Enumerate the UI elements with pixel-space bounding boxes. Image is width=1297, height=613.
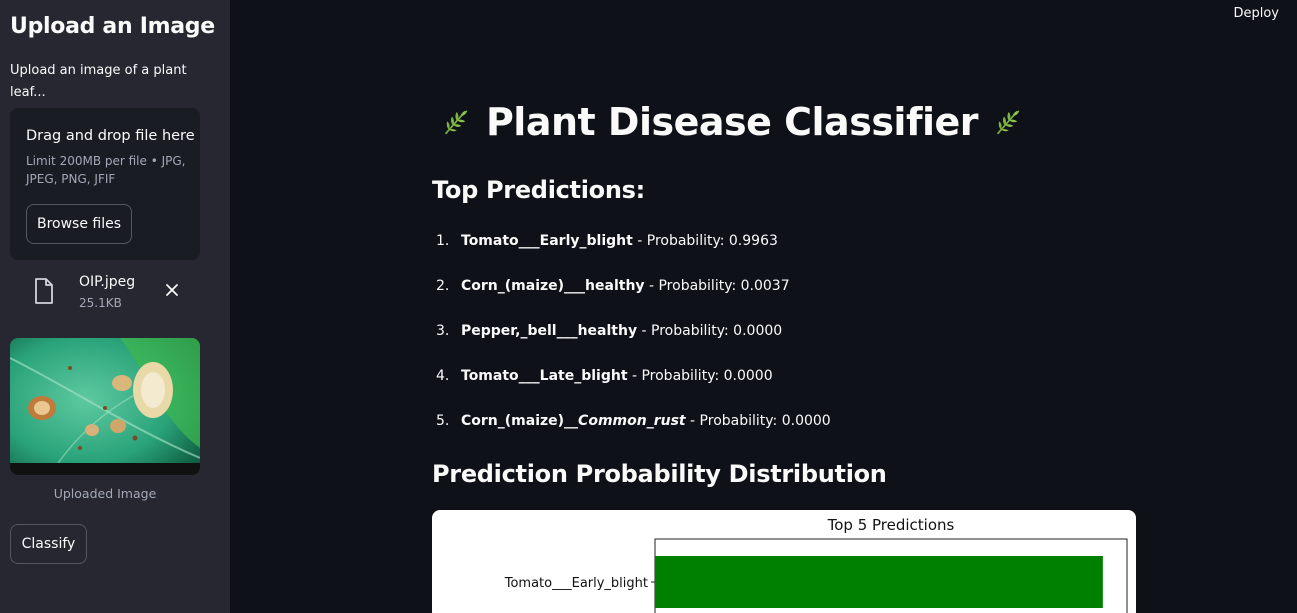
page-title: Plant Disease Classifier bbox=[442, 94, 1022, 150]
uploaded-file-row: OIP.jpeg 25.1KB bbox=[10, 266, 200, 316]
file-size: 25.1KB bbox=[79, 296, 122, 310]
list-item: 2. Corn_(maize)___healthy - Probability: … bbox=[436, 274, 831, 319]
chart-title: Top 5 Predictions bbox=[827, 516, 955, 534]
list-item: 3. Pepper,_bell___healthy - Probability: … bbox=[436, 319, 831, 364]
prediction-name: Tomato___Late_blight bbox=[461, 368, 628, 384]
prediction-probability: - Probability: 0.0000 bbox=[685, 413, 831, 429]
prediction-probability: - Probability: 0.0000 bbox=[627, 368, 773, 384]
prediction-number: 2. bbox=[436, 278, 450, 294]
prediction-number: 1. bbox=[436, 233, 450, 249]
list-item: 4. Tomato___Late_blight - Probability: 0.… bbox=[436, 364, 831, 409]
distribution-heading: Prediction Probability Distribution bbox=[432, 460, 887, 488]
prediction-probability: - Probability: 0.0000 bbox=[637, 323, 783, 339]
herb-icon bbox=[445, 110, 468, 135]
prediction-name: Pepper,_bell___healthy bbox=[461, 323, 638, 339]
prediction-name: Corn_(maize)__Common_rust bbox=[461, 413, 686, 429]
list-item: 5. Corn_(maize)__Common_rust - Probabilit… bbox=[436, 409, 831, 454]
upload-description: Upload an image of a plant leaf... bbox=[10, 63, 187, 100]
prediction-number: 3. bbox=[436, 323, 450, 339]
file-dropzone[interactable]: Drag and drop file here Limit 200MB per … bbox=[10, 108, 200, 260]
uploaded-image bbox=[10, 338, 200, 475]
classify-button[interactable]: Classify bbox=[10, 524, 87, 564]
image-caption: Uploaded Image bbox=[53, 486, 157, 501]
prediction-name-italic: Common_rust bbox=[578, 413, 686, 429]
dropzone-title: Drag and drop file here bbox=[26, 128, 195, 144]
prediction-name: Corn_(maize)___healthy bbox=[461, 278, 645, 294]
prediction-number: 4. bbox=[436, 368, 450, 384]
sidebar: Upload an Image Upload an image of a pla… bbox=[0, 0, 230, 613]
list-item: 1. Tomato___Early_blight - Probability: 0… bbox=[436, 229, 831, 274]
prediction-probability: - Probability: 0.9963 bbox=[632, 233, 778, 249]
sidebar-title: Upload an Image bbox=[10, 14, 215, 39]
chart-bar bbox=[655, 556, 1103, 608]
prediction-probability: - Probability: 0.0037 bbox=[644, 278, 790, 294]
chart-tick-label: Tomato___Early_blight bbox=[504, 576, 648, 591]
dropzone-limit: Limit 200MB per file • JPG, JPEG, PNG, J… bbox=[26, 154, 186, 186]
predictions-heading: Top Predictions: bbox=[432, 176, 645, 204]
page-title-text: Plant Disease Classifier bbox=[485, 100, 979, 144]
file-name: OIP.jpeg bbox=[79, 274, 136, 290]
probability-chart: Top 5 Predictions Tomato___Early_blight bbox=[432, 510, 1136, 613]
predictions-list: 1. Tomato___Early_blight - Probability: 0… bbox=[436, 229, 831, 454]
herb-icon bbox=[997, 110, 1020, 135]
chart-plot: Tomato___Early_blight bbox=[504, 538, 1128, 613]
file-icon bbox=[35, 278, 53, 304]
browse-files-button[interactable]: Browse files bbox=[26, 204, 132, 244]
prediction-number: 5. bbox=[436, 413, 450, 429]
prediction-name: Tomato___Early_blight bbox=[461, 233, 633, 249]
deploy-button[interactable]: Deploy bbox=[1233, 6, 1279, 21]
close-icon[interactable] bbox=[164, 282, 180, 298]
